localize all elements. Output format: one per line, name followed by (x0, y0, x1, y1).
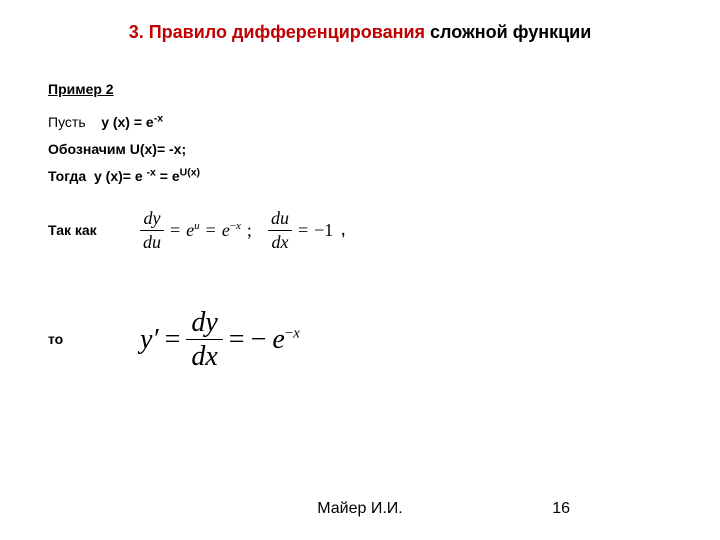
line-then: Тогда y (x)= e -x = eU(x) (48, 166, 672, 187)
y-prime: y′ (140, 319, 159, 361)
let-prefix: Пусть (48, 114, 86, 130)
since-label: Так как (48, 220, 140, 241)
slide-body: Пример 2 Пусть y (x) = e-x Обозначим U(x… (48, 79, 672, 372)
title-red-part: 3. Правило дифференцирования (129, 22, 425, 42)
e-to-minus-x-big: e−x (272, 319, 300, 361)
then-expr: y (x)= e -x = eU(x) (94, 168, 200, 184)
example-heading: Пример 2 (48, 79, 672, 100)
frac-dy-dx: dy dx (186, 308, 222, 372)
frac-dy-du: dy du (140, 209, 164, 252)
footer-author: Майер И.И. (0, 500, 720, 518)
slide: 3. Правило дифференцирования сложной фун… (0, 0, 720, 540)
e-to-u: eu (186, 217, 200, 244)
e-to-minus-x: e−x (222, 217, 241, 244)
formula-derivatives: dy du = eu = e−x ; du dx (140, 209, 345, 252)
then-label: то (48, 329, 140, 350)
title-black-part: сложной функции (425, 22, 591, 42)
slide-title: 3. Правило дифференцирования сложной фун… (48, 22, 672, 43)
footer-page-number: 16 (552, 500, 570, 518)
row-then: то y′ = dy dx = − e−x (48, 308, 672, 372)
formula-result: y′ = dy dx = − e−x (140, 308, 300, 372)
frac-du-dx: du dx (268, 209, 292, 252)
let-func: y (x) = e-x (101, 114, 163, 130)
row-since: Так как dy du = eu = e−x ; du (48, 209, 672, 252)
line-denote: Обозначим U(x)= -x; (48, 139, 672, 160)
line-let: Пусть y (x) = e-x (48, 112, 672, 133)
then-prefix: Тогда (48, 168, 86, 184)
